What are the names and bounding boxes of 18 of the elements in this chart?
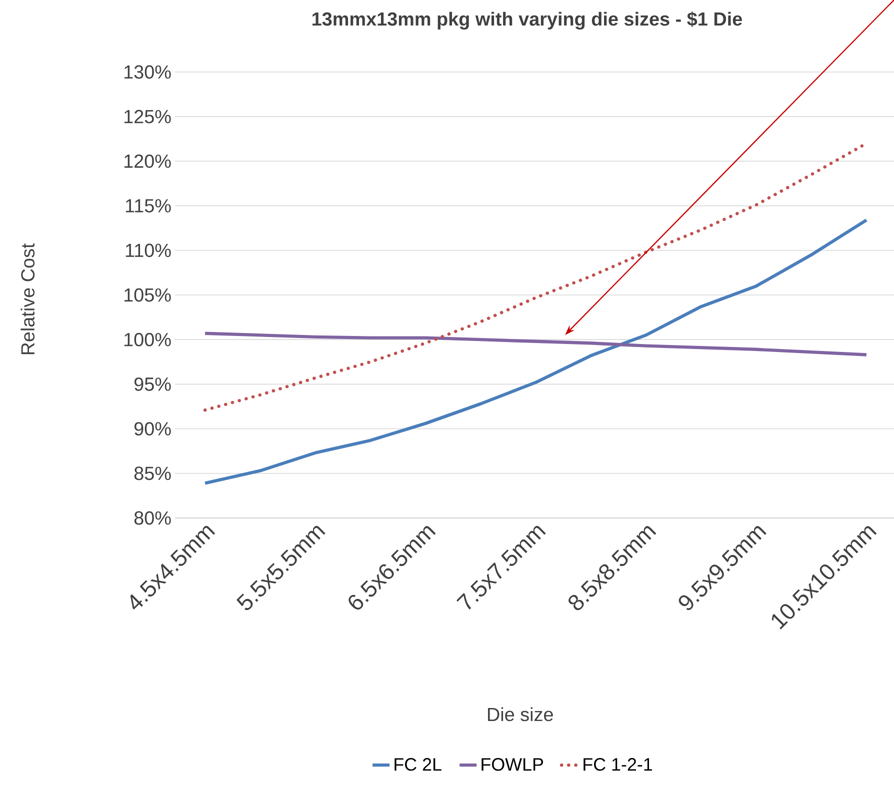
y-tick-label: 80% — [134, 511, 171, 525]
y-tick-label: 125% — [124, 110, 171, 124]
legend-label: FC 2L — [394, 758, 442, 771]
y-tick-label: 130% — [124, 65, 171, 79]
y-tick-label: 100% — [124, 332, 171, 346]
y-tick-label: 120% — [124, 154, 171, 168]
legend-label: FC 1-2-1 — [584, 758, 652, 771]
x-axis-title: Die size — [488, 707, 553, 722]
legend-label: FOWLP — [482, 758, 544, 771]
line-series — [203, 218, 868, 485]
y-tick-label: 95% — [134, 377, 171, 391]
y-tick-label: 90% — [134, 422, 171, 436]
y-tick-label: 85% — [134, 466, 171, 480]
y-tick-label: 110% — [126, 244, 171, 258]
y-axis-title: Relative Cost — [20, 243, 35, 354]
chart-title: 13mmx13mm pkg with varying die sizes - $1 Die — [312, 12, 742, 30]
y-tick-label: 115% — [126, 199, 171, 212]
y-tick-label: 105% — [124, 288, 171, 302]
